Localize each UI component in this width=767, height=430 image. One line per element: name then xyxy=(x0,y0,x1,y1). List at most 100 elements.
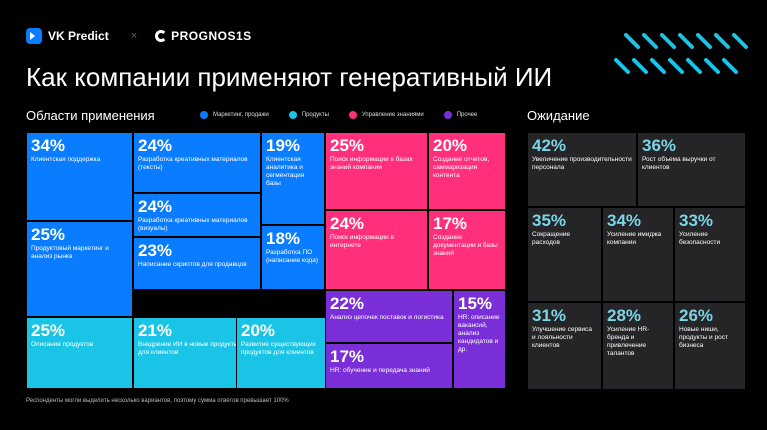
expectation-tile-label: Улучшение сервиса и лояльности клиентов xyxy=(532,326,593,349)
area-tile-5: 18% Разработка ПО (написание кода) xyxy=(261,225,325,290)
legend-item-knowledge: Управление знаниями xyxy=(348,111,424,119)
expectation-tile-value: 42% xyxy=(532,136,567,155)
area-tile-13: 24% Поиск информации в интернете xyxy=(325,210,428,290)
area-tile-label: HR: описание вакансий, анализ кандидатов… xyxy=(458,314,500,353)
legend-dot-other xyxy=(443,111,452,119)
area-tile-11: 25% Поиск информации в базах знаний компа… xyxy=(325,132,428,210)
expect-title: Ожидание xyxy=(527,108,590,123)
expectation-tile-3: 35% Сокращение расходов xyxy=(527,207,602,302)
area-tile-14: 17% Создание документации и базы знаний xyxy=(428,210,506,290)
area-tile-3: 19% Клиентская аналитика и сегментация ба… xyxy=(261,132,325,225)
expectation-tile-value: 26% xyxy=(679,306,714,325)
area-tile-16: 15% HR: описание вакансий, анализ кандида… xyxy=(453,290,506,389)
legend-item-other: Прочее xyxy=(443,111,478,119)
area-tile-value: 34% xyxy=(31,136,66,155)
expectations-treemap: 42% Увеличение производительности персона… xyxy=(527,132,746,390)
prognosis-logo-icon xyxy=(155,30,168,42)
footnote: Респонденты могли выделить несколько вар… xyxy=(26,398,289,404)
area-tile-6: 25% Продуктовый маркетинг и анализ рынка xyxy=(26,221,133,317)
area-tile-value: 15% xyxy=(458,294,493,313)
area-tile-15: 22% Анализ цепочек поставок и логистика xyxy=(325,290,453,343)
expectation-tile-label: Увеличение производительности персонала xyxy=(532,156,632,171)
expectation-tile-value: 35% xyxy=(532,211,567,230)
area-tile-value: 19% xyxy=(266,136,301,155)
area-tile-value: 25% xyxy=(31,321,66,340)
page-title: Как компании применяют генеративный ИИ xyxy=(26,62,553,92)
expectation-tile-value: 33% xyxy=(679,211,714,230)
expectation-tile-8: 26% Новые ниши, продукты и рост бизнеса xyxy=(674,302,746,390)
prognosis-name: PROGNOS1S xyxy=(171,29,252,43)
area-tile-17: 17% HR: обучение и передача знаний xyxy=(325,343,453,389)
legend-label-knowledge: Управление знаниями xyxy=(361,112,424,118)
expectation-tile-4: 34% Усиление имиджа компании xyxy=(602,207,674,302)
expectation-tile-5: 33% Усиление безопасности xyxy=(674,207,746,302)
area-tile-value: 22% xyxy=(330,294,365,313)
expectation-tile-label: Рост объема выручки от клиентов xyxy=(642,156,716,171)
legend-item-products: Продукты xyxy=(288,111,329,119)
expectation-tile-value: 28% xyxy=(607,306,642,325)
area-tile-value: 25% xyxy=(31,225,66,244)
vk-predict-name: VK Predict xyxy=(48,29,109,43)
area-tile-label: Поиск информации в интернете xyxy=(330,234,394,249)
area-tile-8: 25% Описание продуктов xyxy=(26,317,133,389)
area-tile-label: HR: обучение и передача знаний xyxy=(330,367,430,374)
area-tile-label: Описание продуктов xyxy=(31,341,94,348)
area-tile-4: 24% Разработка креативных материалов (виз… xyxy=(133,193,261,237)
area-tile-label: Написание скриптов для продавцов xyxy=(138,261,247,268)
area-tile-label: Разработка креативных материалов (визуал… xyxy=(138,217,248,232)
expectation-tile-label: Сокращение расходов xyxy=(532,231,571,246)
area-tile-value: 24% xyxy=(138,197,173,216)
area-tile-10: 20% Развитие существующих продуктов для к… xyxy=(236,317,326,389)
legend-item-marketing: Маркетинг, продажи xyxy=(200,111,269,119)
area-tile-value: 23% xyxy=(138,241,173,260)
area-tile-value: 21% xyxy=(138,321,173,340)
area-tile-value: 20% xyxy=(433,136,468,155)
areas-title: Области применения xyxy=(26,108,155,123)
expectation-tile-7: 28% Усиление HR-бренда и привлечение тала… xyxy=(602,302,674,390)
expectation-tile-label: Новые ниши, продукты и рост бизнеса xyxy=(679,326,728,349)
expectation-tile-label: Усиление HR-бренда и привлечение таланто… xyxy=(607,326,650,357)
area-tile-label: Анализ цепочек поставок и логистика xyxy=(330,314,444,321)
area-tile-label: Поиск информации в базах знаний компании xyxy=(330,156,413,171)
vk-predict-logo-icon xyxy=(26,28,42,44)
expectation-tile-value: 31% xyxy=(532,306,567,325)
area-tile-label: Развитие существующих продуктов для клие… xyxy=(241,341,317,356)
area-tile-label: Внедрение ИИ в новые продукты для клиент… xyxy=(138,341,239,356)
brand-bar: VK Predict × PROGNOS1S xyxy=(26,26,252,46)
expectation-tile-label: Усиление имиджа компании xyxy=(607,231,662,246)
area-tile-7: 23% Написание скриптов для продавцов xyxy=(133,237,261,290)
legend-label-products: Продукты xyxy=(301,112,329,118)
legend-dot-products xyxy=(288,111,297,119)
legend-label-marketing: Маркетинг, продажи xyxy=(213,112,269,118)
area-tile-label: Клиентская поддержка xyxy=(31,156,101,163)
area-tile-label: Продуктовый маркетинг и анализ рынка xyxy=(31,245,109,260)
legend-dot-knowledge xyxy=(348,111,357,119)
area-tile-2: 24% Разработка креативных материалов (тек… xyxy=(133,132,261,193)
legend-label-other: Прочее xyxy=(456,112,478,118)
area-tile-12: 20% Создание отчетов, саммаризация контен… xyxy=(428,132,506,210)
expectation-tile-value: 36% xyxy=(642,136,677,155)
areas-treemap: 34% Клиентская поддержка 24% Разработка кре… xyxy=(26,132,506,389)
expectation-tile-1: 42% Увеличение производительности персона… xyxy=(527,132,637,207)
area-tile-value: 17% xyxy=(330,347,365,366)
legend-dot-marketing xyxy=(200,111,208,119)
area-tile-value: 20% xyxy=(241,321,276,340)
area-tile-value: 18% xyxy=(266,229,301,248)
area-tile-label: Разработка креативных материалов (тексты… xyxy=(138,156,248,171)
expectation-tile-value: 34% xyxy=(607,211,642,230)
brand-separator: × xyxy=(130,30,138,42)
area-tile-value: 17% xyxy=(433,214,468,233)
expectation-tile-2: 36% Рост объема выручки от клиентов xyxy=(637,132,746,207)
decorative-stripes-icon xyxy=(614,33,748,74)
expectation-tile-6: 31% Улучшение сервиса и лояльности клиент… xyxy=(527,302,602,390)
area-tile-value: 25% xyxy=(330,136,365,155)
area-tile-9: 21% Внедрение ИИ в новые продукты для кли… xyxy=(133,317,246,389)
area-tile-value: 24% xyxy=(330,214,365,233)
area-tile-label: Разработка ПО (написание кода) xyxy=(266,249,318,264)
area-tile-1: 34% Клиентская поддержка xyxy=(26,132,133,221)
legend: Маркетинг, продажи Продукты Управление з… xyxy=(200,111,497,119)
area-tile-label: Создание документации и базы знаний xyxy=(433,234,498,257)
area-tile-value: 24% xyxy=(138,136,173,155)
area-tile-label: Создание отчетов, саммаризация контента xyxy=(433,156,490,179)
area-tile-label: Клиентская аналитика и сегментация базы xyxy=(266,156,305,187)
